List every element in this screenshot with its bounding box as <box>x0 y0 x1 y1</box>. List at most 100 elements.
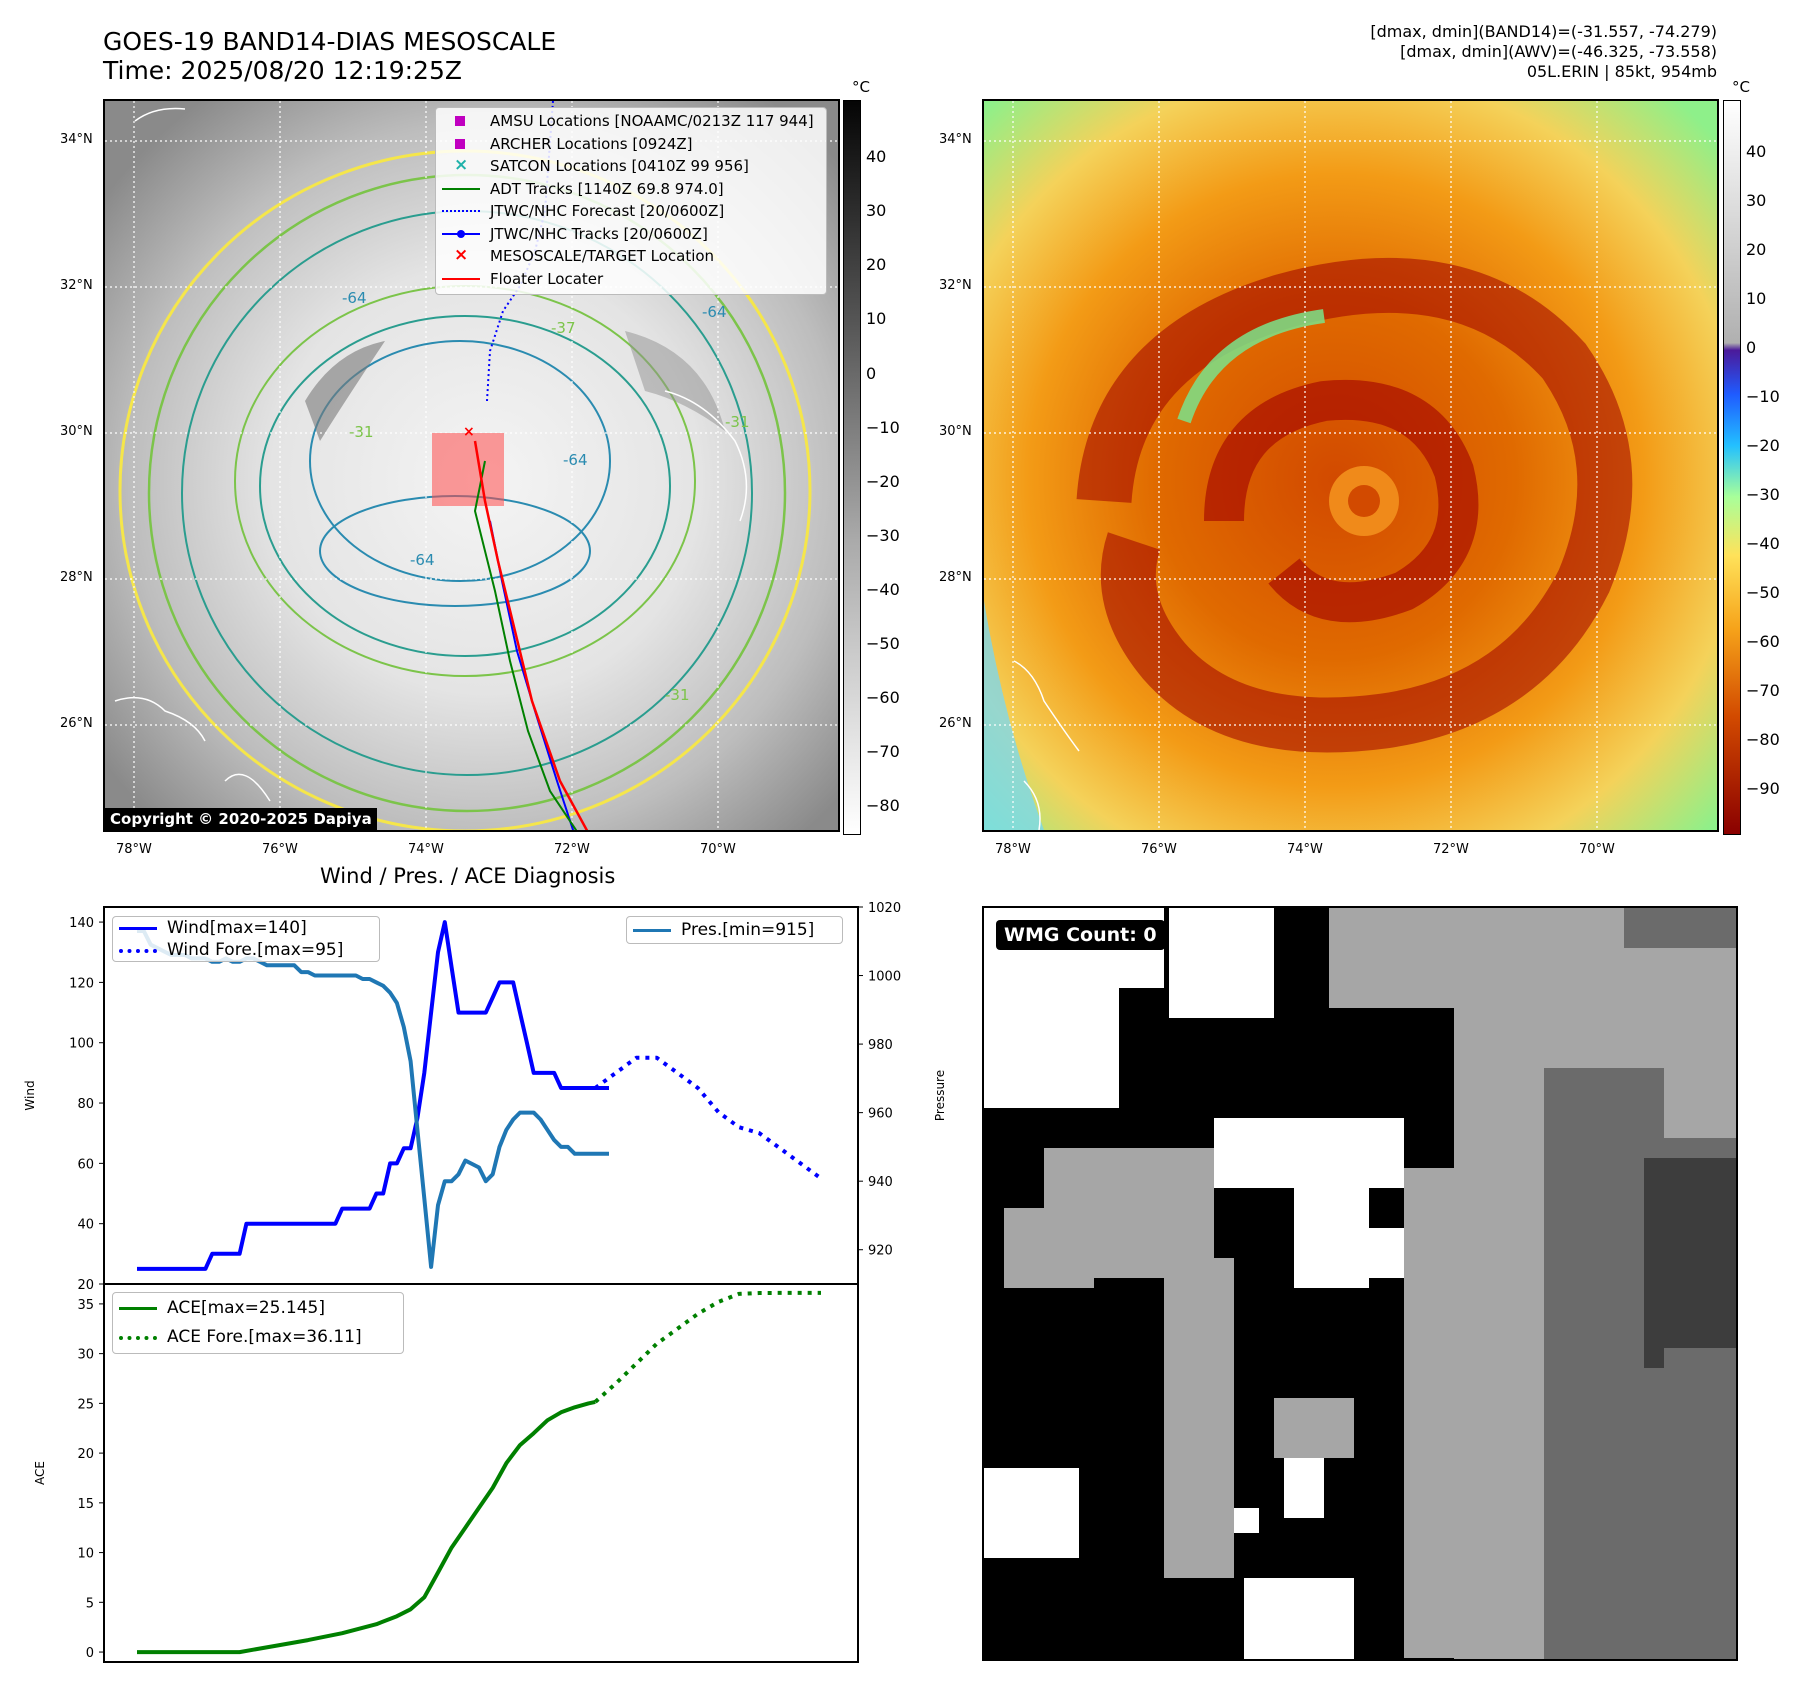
contour-label: -31 <box>665 686 690 704</box>
colorbar-tick: 30 <box>866 201 887 220</box>
x-marker-icon: × <box>454 155 469 176</box>
stats-line-1: [dmax, dmin](BAND14)=(-31.557, -74.279) <box>1370 22 1717 41</box>
legend-item-wind: Wind[max=140] <box>113 917 379 939</box>
legend-item-floater: Floater Locater <box>436 268 826 291</box>
dotted-line-icon <box>119 1330 157 1344</box>
wind-legend: Wind[max=140] Wind Fore.[max=95] <box>112 916 380 962</box>
colorbar-tick: 30 <box>1746 191 1767 210</box>
x-marker-icon: × <box>454 245 469 266</box>
contour-label: -37 <box>551 319 576 337</box>
contour-label: -31 <box>349 423 374 441</box>
lat-label: 26°N <box>939 716 972 731</box>
legend-label: MESOSCALE/TARGET Location <box>490 247 715 266</box>
colorbar-tick: 40 <box>866 147 887 166</box>
colorbar-tick: −80 <box>1746 730 1780 749</box>
legend-label: JTWC/NHC Tracks [20/0600Z] <box>490 224 708 243</box>
dotted-line-icon <box>119 943 157 957</box>
ir-colorbar-unit: °C <box>852 78 870 96</box>
colorbar-tick: −70 <box>866 742 900 761</box>
awv-colorbar-unit: °C <box>1732 78 1750 96</box>
legend-item-target: × MESOSCALE/TARGET Location <box>436 245 826 268</box>
wmg-image <box>984 908 1736 1659</box>
title-line-2: Time: 2025/08/20 12:19:25Z <box>103 56 462 85</box>
wind-forecast-line <box>594 1055 823 1181</box>
ace-series-line <box>137 1399 596 1655</box>
y-tick-label: 40 <box>77 1218 94 1233</box>
legend-item-adt: ADT Tracks [1140Z 69.8 974.0] <box>436 178 826 201</box>
legend-label: ARCHER Locations [0924Z] <box>490 134 693 153</box>
lat-label: 26°N <box>60 716 93 731</box>
colorbar-tick: −50 <box>1746 583 1780 602</box>
y-tick-label: 80 <box>77 1097 94 1112</box>
lat-label: 28°N <box>60 570 93 585</box>
lon-label: 74°W <box>408 842 444 857</box>
line-marker-icon <box>442 272 480 286</box>
legend-item-amsu: AMSU Locations [NOAAMC/0213Z 117 944] <box>436 110 826 133</box>
colorbar-tick: −60 <box>866 688 900 707</box>
colorbar-tick: 20 <box>1746 240 1767 259</box>
stats-line-3: 05L.ERIN | 85kt, 954mb <box>1526 62 1717 81</box>
diagnosis-title: Wind / Pres. / ACE Diagnosis <box>320 864 616 888</box>
colorbar-tick: −40 <box>1746 534 1780 553</box>
y-tick-label: 1020 <box>868 901 901 916</box>
colorbar-tick: −20 <box>1746 436 1780 455</box>
y-tick-label: 35 <box>77 1298 94 1313</box>
legend-label: Wind Fore.[max=95] <box>167 940 344 960</box>
lon-label: 74°W <box>1287 842 1323 857</box>
colorbar-tick: −50 <box>866 634 900 653</box>
line-marker-icon <box>119 921 157 935</box>
legend-label: AMSU Locations [NOAAMC/0213Z 117 944] <box>490 112 814 131</box>
lon-label: 72°W <box>1433 842 1469 857</box>
y-tick-label: 20 <box>77 1278 94 1293</box>
legend-label: Floater Locater <box>490 269 604 288</box>
awv-map-image <box>984 101 1717 830</box>
y-tick-label: 15 <box>77 1497 94 1512</box>
contour-label: -64 <box>342 289 367 307</box>
colorbar-tick: −60 <box>1746 632 1780 651</box>
legend-label: ACE Fore.[max=36.11] <box>167 1326 362 1347</box>
colorbar-tick: −30 <box>866 526 900 545</box>
awv-colorbar <box>1723 100 1741 835</box>
wind-axis-label: Wind <box>23 1080 37 1110</box>
legend-item-ace: ACE[max=25.145] <box>113 1293 403 1322</box>
floater-track <box>473 440 589 830</box>
colorbar-tick: −20 <box>866 472 900 491</box>
legend-label: JTWC/NHC Forecast [20/0600Z] <box>490 202 725 221</box>
colorbar-tick: −10 <box>866 418 900 437</box>
square-marker-icon <box>442 137 480 151</box>
colorbar-tick: −30 <box>1746 485 1780 504</box>
pressure-legend: Pres.[min=915] <box>626 916 843 944</box>
contour-label: -64 <box>410 551 435 569</box>
adt-track <box>473 460 578 830</box>
lat-label: 32°N <box>939 278 972 293</box>
y-tick-label: 100 <box>69 1037 94 1052</box>
lat-label: 32°N <box>60 278 93 293</box>
y-tick-label: 120 <box>69 976 94 991</box>
lat-label: 30°N <box>60 424 93 439</box>
line-marker-icon <box>633 923 671 937</box>
colorbar-tick: 10 <box>1746 289 1767 308</box>
lat-label: 30°N <box>939 424 972 439</box>
contour-label: -64 <box>702 303 727 321</box>
y-tick-label: 980 <box>868 1038 893 1053</box>
square-marker-icon <box>442 114 480 128</box>
contour-label: -31 <box>725 413 750 431</box>
colorbar-tick: 40 <box>1746 142 1767 161</box>
lon-label: 70°W <box>700 842 736 857</box>
legend-item-wind-forecast: Wind Fore.[max=95] <box>113 939 379 961</box>
colorbar-tick: 20 <box>866 255 887 274</box>
y-tick-label: 940 <box>868 1175 893 1190</box>
colorbar-tick: 0 <box>1746 338 1757 357</box>
ir-colorbar <box>843 100 861 835</box>
target-marker: × <box>463 424 475 440</box>
lon-label: 70°W <box>1579 842 1615 857</box>
dotted-line-icon <box>442 204 480 218</box>
pressure-series-line <box>137 929 609 1269</box>
legend-label: SATCON Locations [0410Z 99 956] <box>490 157 749 176</box>
y-tick-label: 1000 <box>868 970 901 985</box>
colorbar-tick: −70 <box>1746 681 1780 700</box>
y-tick-label: 960 <box>868 1107 893 1122</box>
colorbar-tick: 10 <box>866 309 887 328</box>
legend-label: Wind[max=140] <box>167 918 307 938</box>
legend-item-forecast: JTWC/NHC Forecast [20/0600Z] <box>436 200 826 223</box>
